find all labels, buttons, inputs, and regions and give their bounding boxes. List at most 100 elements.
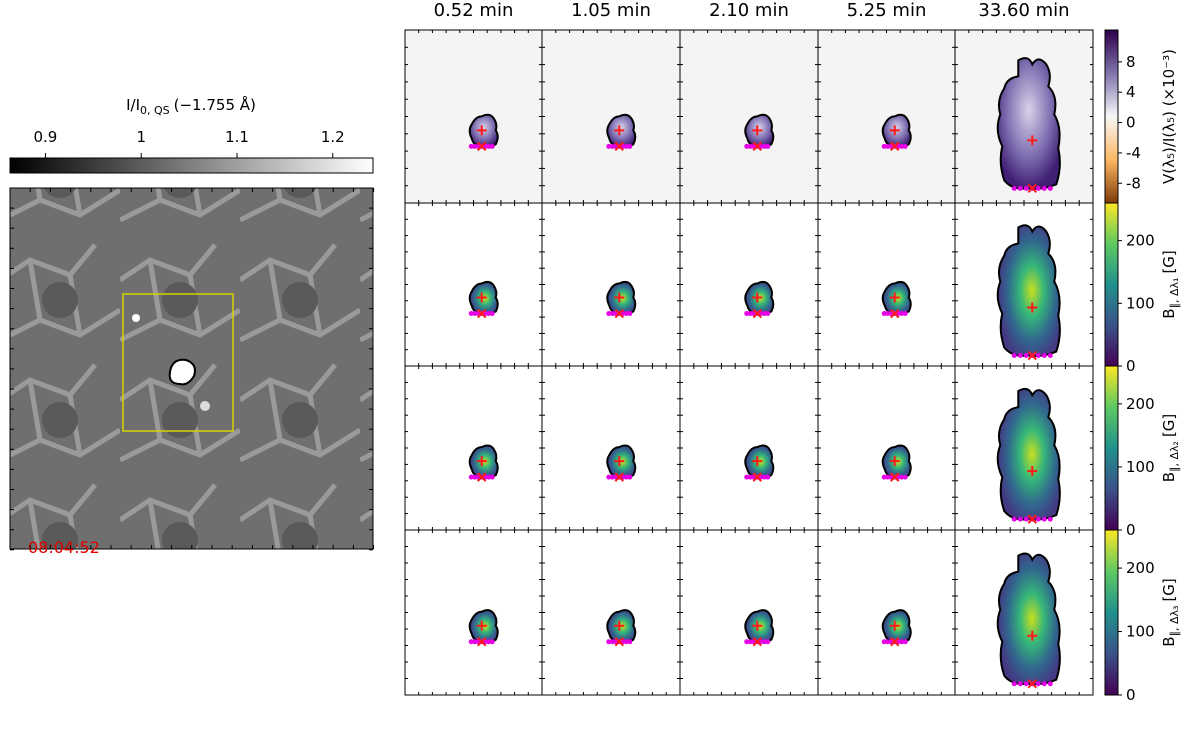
cross-marker xyxy=(477,141,487,152)
footpoint-marker xyxy=(902,143,908,149)
plus-marker xyxy=(614,292,625,303)
footpoint-marker xyxy=(1041,185,1047,191)
feature xyxy=(468,113,499,152)
footpoint-marker xyxy=(902,311,908,317)
footpoint-marker xyxy=(472,143,478,149)
feature xyxy=(996,552,1061,689)
cross-marker xyxy=(1027,514,1037,524)
footpoint-marker xyxy=(1047,353,1053,359)
footpoint-marker xyxy=(468,143,474,149)
footpoint-marker xyxy=(489,639,495,645)
feature xyxy=(996,387,1061,524)
footpoint-marker xyxy=(489,474,495,480)
label-base: B xyxy=(1160,308,1178,318)
footpoint-marker xyxy=(489,311,495,317)
feature-contour xyxy=(996,552,1061,686)
plus-marker xyxy=(614,125,625,136)
cross-marker xyxy=(752,308,762,319)
plus-marker xyxy=(889,456,900,467)
footpoint-marker xyxy=(1023,681,1029,687)
cross-marker xyxy=(477,636,487,647)
label-subscript: 0, QS xyxy=(140,104,170,117)
plus-marker xyxy=(1027,302,1038,313)
footpoint-marker xyxy=(468,474,474,480)
cross-marker xyxy=(752,472,762,482)
panel xyxy=(541,365,681,531)
footpoint-marker xyxy=(885,143,891,149)
footpoint-marker xyxy=(744,311,750,317)
panel xyxy=(541,529,681,696)
footpoint-marker xyxy=(1047,516,1053,522)
colorbar-label: B∥, Δλ₃ [G] xyxy=(1160,578,1181,647)
footpoint-marker xyxy=(765,474,771,480)
colorbar xyxy=(1104,529,1119,696)
tick-label: 0 xyxy=(1126,521,1136,539)
label-base: B xyxy=(1160,636,1178,646)
plus-marker xyxy=(752,292,763,303)
plus-marker xyxy=(1027,135,1038,146)
footpoint-marker xyxy=(1023,185,1029,191)
tick-label: 0 xyxy=(1126,686,1136,704)
plus-marker xyxy=(476,292,487,303)
cross-marker xyxy=(477,308,487,319)
footpoint-marker xyxy=(765,311,771,317)
footpoint-marker xyxy=(486,143,492,149)
footpoint-marker xyxy=(627,143,633,149)
footpoint-marker xyxy=(472,311,478,317)
panel xyxy=(404,529,543,696)
footpoint-marker xyxy=(609,143,615,149)
tick-label: 0 xyxy=(1126,357,1136,375)
panel xyxy=(541,202,681,367)
footpoint-marker xyxy=(899,311,905,317)
footpoint-marker xyxy=(1035,681,1041,687)
plus-marker xyxy=(614,456,625,467)
colorbar xyxy=(1104,365,1119,531)
cross-marker xyxy=(1027,183,1037,194)
footpoint-marker xyxy=(902,474,908,480)
colorbar-label: I/I0, QS (−1.755 Å) xyxy=(126,95,256,117)
label-suffix: [G] xyxy=(1160,578,1178,601)
footpoint-marker xyxy=(761,143,767,149)
footpoint-marker xyxy=(489,143,495,149)
panel xyxy=(817,202,956,367)
footpoint-marker xyxy=(744,143,750,149)
footpoint-marker xyxy=(1041,353,1047,359)
cross-marker xyxy=(614,472,624,482)
tick-label: 0 xyxy=(1126,114,1136,132)
panel xyxy=(817,529,956,696)
footpoint-marker xyxy=(472,639,478,645)
panel xyxy=(541,29,681,204)
panel xyxy=(679,29,819,204)
footpoint-marker xyxy=(885,639,891,645)
footpoint-marker xyxy=(1023,516,1029,522)
label-base: B xyxy=(1160,472,1178,482)
cross-marker xyxy=(890,308,900,319)
feature xyxy=(996,57,1061,194)
footpoint-marker xyxy=(606,639,612,645)
tick-label: 100 xyxy=(1126,458,1155,476)
column-title: 0.52 min xyxy=(434,0,514,21)
feature xyxy=(996,224,1061,361)
cross-marker xyxy=(1027,678,1037,689)
footpoint-marker xyxy=(623,639,629,645)
feature xyxy=(881,609,912,647)
zoom-box xyxy=(122,293,234,432)
footpoint-marker xyxy=(1047,185,1053,191)
feature xyxy=(881,444,912,482)
cross-marker xyxy=(477,472,487,482)
footpoint-marker xyxy=(627,311,633,317)
panel xyxy=(817,29,956,204)
footpoint-marker xyxy=(623,474,629,480)
footpoint-marker xyxy=(881,143,887,149)
feature xyxy=(606,609,637,647)
column-title: 1.05 min xyxy=(571,0,651,21)
footpoint-marker xyxy=(623,143,629,149)
tick-label: 0.9 xyxy=(34,128,58,146)
colorbar-label: B∥, Δλ₁ [G] xyxy=(1160,250,1181,319)
colorbar-label: B∥, Δλ₂ [G] xyxy=(1160,414,1181,483)
footpoint-marker xyxy=(1047,681,1053,687)
colorbar xyxy=(9,157,374,174)
tick-label: 200 xyxy=(1126,559,1155,577)
footpoint-marker xyxy=(899,474,905,480)
cross-marker xyxy=(890,636,900,647)
